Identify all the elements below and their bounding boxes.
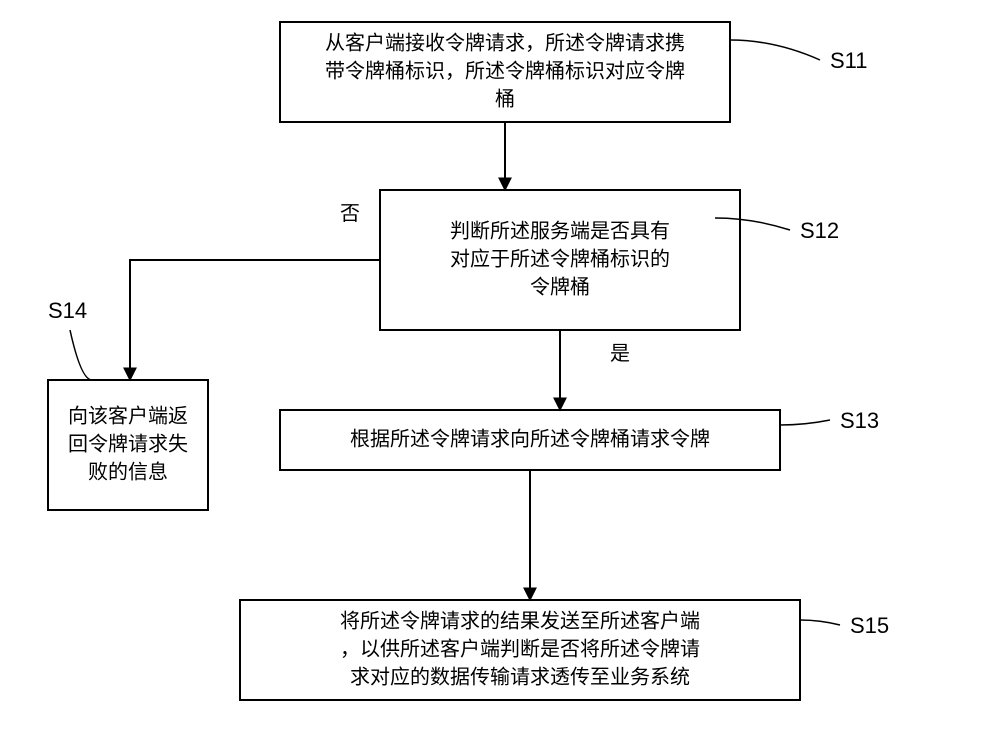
label-s12: S12 bbox=[800, 218, 839, 243]
label-s15: S15 bbox=[850, 613, 889, 638]
label-s14: S14 bbox=[48, 298, 87, 323]
node-s14-line-0: 向该客户端返 bbox=[68, 404, 188, 427]
node-s12: 判断所述服务端是否具有对应于所述令牌桶标识的令牌桶 bbox=[380, 190, 740, 330]
leader-s12 bbox=[715, 218, 790, 230]
node-s14-line-1: 回令牌请求失 bbox=[68, 432, 188, 455]
node-s15-line-1: ，以供所述客户端判断是否将所述令牌请 bbox=[340, 637, 700, 660]
node-s12-line-2: 令牌桶 bbox=[530, 275, 590, 298]
node-s14: 向该客户端返回令牌请求失败的信息 bbox=[48, 380, 208, 510]
node-s12-line-0: 判断所述服务端是否具有 bbox=[450, 219, 670, 242]
node-s11-line-1: 带令牌桶标识，所述令牌桶标识对应令牌 bbox=[325, 59, 685, 82]
node-s11: 从客户端接收令牌请求，所述令牌请求携带令牌桶标识，所述令牌桶标识对应令牌桶 bbox=[280, 22, 730, 122]
leader-s14 bbox=[70, 330, 92, 380]
node-s15-line-0: 将所述令牌请求的结果发送至所述客户端 bbox=[340, 609, 700, 632]
leader-s13 bbox=[780, 420, 830, 425]
node-s13: 根据所述令牌请求向所述令牌桶请求令牌 bbox=[280, 410, 780, 470]
node-s12-line-1: 对应于所述令牌桶标识的 bbox=[450, 247, 670, 270]
node-s11-line-0: 从客户端接收令牌请求，所述令牌请求携 bbox=[325, 31, 685, 54]
node-s11-line-2: 桶 bbox=[495, 87, 515, 110]
node-s14-line-2: 败的信息 bbox=[88, 460, 168, 483]
label-s13: S13 bbox=[840, 408, 879, 433]
node-s13-line-0: 根据所述令牌请求向所述令牌桶请求令牌 bbox=[350, 427, 710, 450]
edge-e2-label: 是 bbox=[610, 343, 630, 365]
edge-e3-label: 否 bbox=[340, 203, 360, 225]
leader-s15 bbox=[800, 620, 840, 625]
leader-s11 bbox=[730, 40, 820, 60]
node-s15: 将所述令牌请求的结果发送至所述客户端 ，以供所述客户端判断是否将所述令牌请求对应的… bbox=[240, 600, 800, 700]
label-s11: S11 bbox=[830, 48, 868, 73]
edge-e3 bbox=[130, 260, 380, 380]
node-s15-line-2: 求对应的数据传输请求透传至业务系统 bbox=[350, 665, 690, 688]
